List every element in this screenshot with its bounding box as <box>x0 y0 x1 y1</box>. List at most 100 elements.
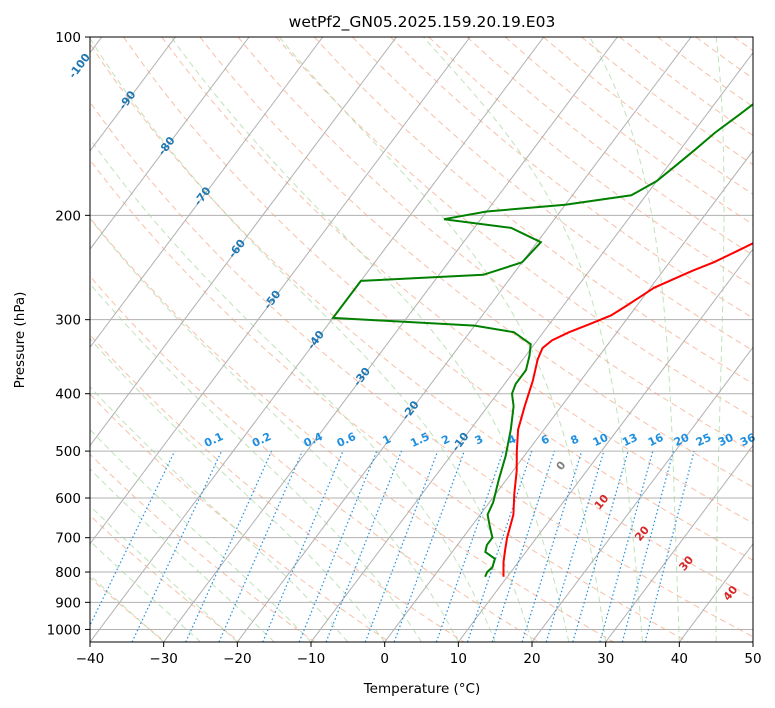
mixing-ratio-line <box>185 450 273 642</box>
mixing-ratio-line <box>364 450 439 642</box>
moist-adiabat-label: 40 <box>721 583 741 603</box>
moist-adiabat <box>278 37 607 642</box>
chart-annotations: -100-90-80-70-60-50-40-30-20-100.1 0.2 0.4… <box>66 51 758 604</box>
y-tick-label: 900 <box>55 595 81 611</box>
dry-adiabat <box>695 37 753 80</box>
isotherm-line <box>90 37 250 250</box>
mixing-ratio-label: 36 <box>738 431 758 449</box>
moist-adiabat-label: 30 <box>676 553 696 573</box>
moist-adiabat <box>90 386 349 642</box>
isotherm-label: -30 <box>351 365 374 389</box>
dry-adiabat <box>733 37 753 52</box>
dry-adiabat <box>90 217 614 642</box>
moist-adiabat-label: 10 <box>592 492 612 512</box>
mixing-ratio-line <box>491 450 555 642</box>
isotherm-label: -40 <box>305 328 328 352</box>
isotherm-label: -20 <box>399 398 422 422</box>
y-tick-label: 1000 <box>47 622 81 638</box>
moist-adiabat <box>90 574 165 642</box>
mixing-ratio-line <box>545 450 605 642</box>
dry-adiabat <box>90 275 540 642</box>
mixing-ratio-line <box>572 450 629 642</box>
dry-adiabat <box>199 37 753 488</box>
mixing-ratio-label: 30 <box>716 431 736 449</box>
moist-adiabat <box>90 338 386 642</box>
x-axis: −40 −30 −20 −10 0 10 20 30 40 50 <box>76 642 762 667</box>
isotherm-line <box>90 37 324 349</box>
dry-adiabat <box>90 43 753 599</box>
moist-adiabat <box>90 505 238 642</box>
mixing-ratio-line <box>621 450 674 642</box>
y-tick-label: 800 <box>55 565 81 581</box>
x-tick-label: −40 <box>76 651 105 667</box>
dry-adiabat <box>390 37 753 319</box>
mixing-ratio-line <box>325 450 403 642</box>
isotherm-label: -90 <box>116 88 139 112</box>
series-lines <box>331 103 753 578</box>
x-tick-label: −30 <box>149 651 178 667</box>
mixing-ratio-line <box>218 450 303 642</box>
mixing-ratio-label: 1 <box>381 432 393 447</box>
mixing-ratio-label: 8 <box>569 432 581 447</box>
y-tick-label: 300 <box>55 313 81 329</box>
dewpoint-profile-line <box>331 103 753 578</box>
isotherm-line <box>457 248 753 642</box>
dry-adiabat <box>90 514 241 642</box>
moist-adiabat <box>715 37 725 642</box>
dry-adiabat <box>542 37 753 195</box>
x-tick-label: 0 <box>380 651 389 667</box>
x-tick-label: 30 <box>597 651 614 667</box>
mixing-ratio-label: 0.2 <box>250 430 273 450</box>
moist-adiabat <box>90 540 201 642</box>
isotherm-label: -10 <box>449 430 472 454</box>
moist-adiabat <box>422 37 643 642</box>
dry-adiabat <box>466 37 753 256</box>
dry-adiabat <box>275 37 753 418</box>
y-tick-label: 400 <box>55 387 81 403</box>
isotherm-line <box>752 641 753 642</box>
mixing-ratio-line <box>599 450 654 642</box>
dry-adiabat <box>123 37 753 561</box>
dry-adiabat <box>90 159 689 642</box>
isotherm-line <box>531 346 753 642</box>
x-tick-label: −20 <box>223 651 252 667</box>
mixing-ratio-label: 13 <box>620 431 639 449</box>
isotherm-line <box>90 37 176 152</box>
x-tick-label: 10 <box>450 651 467 667</box>
dry-adiabat <box>90 393 390 642</box>
x-axis-label: Temperature (°C) <box>363 681 481 697</box>
temperature-profile-line <box>502 242 753 577</box>
isotherm-line <box>90 37 471 545</box>
isotherm-line <box>384 150 753 642</box>
mixing-ratio-line <box>644 450 695 642</box>
isotherm-line <box>605 444 753 642</box>
isotherm-line <box>678 542 753 642</box>
x-tick-label: 20 <box>523 651 540 667</box>
mixing-ratio-line <box>521 450 583 642</box>
mixing-ratio-label: 16 <box>646 431 666 449</box>
dry-adiabat <box>237 37 753 453</box>
isotherm-label: -70 <box>191 184 214 208</box>
mixing-ratio-line <box>435 450 504 642</box>
mixing-ratio-label: 20 <box>672 431 692 449</box>
moist-adiabat <box>90 217 459 642</box>
isotherm-line <box>236 37 692 642</box>
moist-adiabat <box>589 37 680 642</box>
dry-adiabat <box>581 37 753 166</box>
mixing-ratio-line <box>466 450 533 642</box>
mixing-ratio-label: 10 <box>591 431 611 449</box>
dry-adiabat <box>90 577 166 642</box>
mixing-ratio-line <box>90 450 176 627</box>
moist-adiabat <box>170 37 570 642</box>
mixing-ratio-label: 0.1 <box>202 430 225 450</box>
isotherm-label: -50 <box>261 288 284 312</box>
y-axis-label: Pressure (hPa) <box>12 292 28 389</box>
isotherm-line <box>310 51 753 642</box>
isotherm-line <box>90 37 397 447</box>
mixing-ratio-line <box>131 450 223 642</box>
y-tick-label: 100 <box>55 30 81 46</box>
moist-adiabat-label: 0 <box>554 458 569 472</box>
x-tick-label: −10 <box>297 651 326 667</box>
isotherm-line <box>163 37 618 642</box>
mixing-ratio-label: 25 <box>694 431 713 449</box>
